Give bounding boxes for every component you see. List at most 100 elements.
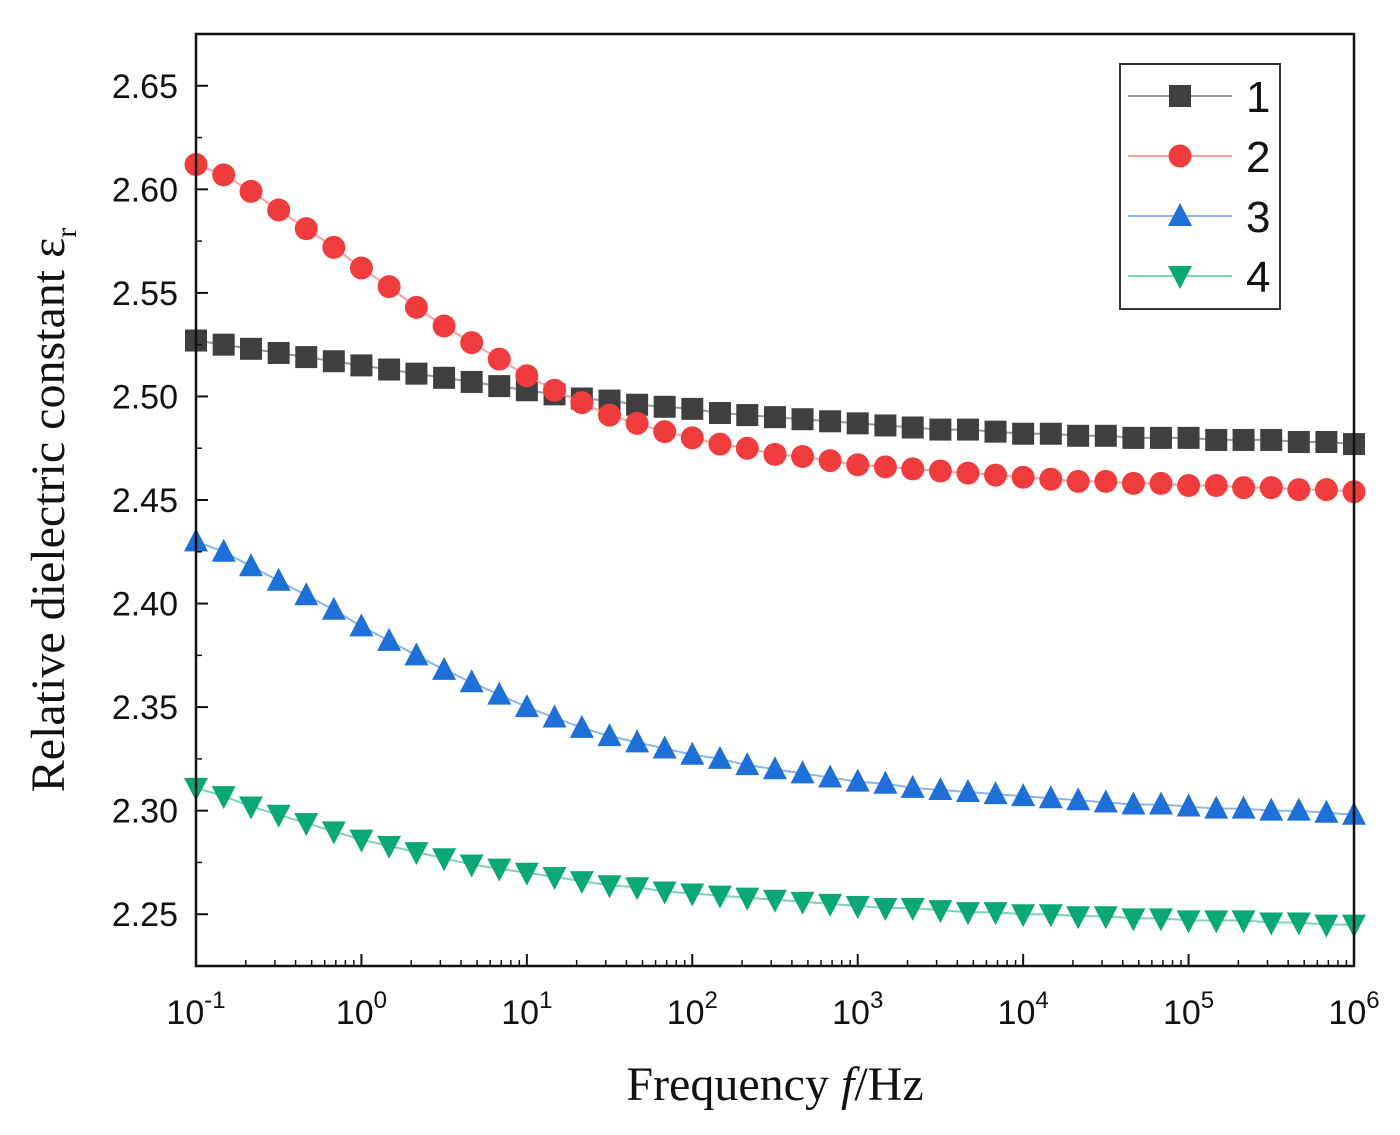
data-point-1 [1177,426,1200,449]
data-point-2 [1177,474,1201,498]
data-point-3 [266,567,291,591]
data-point-1 [1260,428,1283,451]
data-point-4 [1011,904,1036,928]
data-point-2 [1039,467,1063,491]
legend-label: 4 [1246,253,1270,302]
data-point-4 [955,902,980,926]
data-point-1 [460,370,483,393]
data-point-3 [432,656,457,680]
data-point-2 [460,331,484,355]
y-tick-label: 2.35 [112,689,178,727]
data-point-1 [708,402,731,425]
series-1 [185,329,1365,456]
data-point-1 [239,337,262,360]
data-point-2 [984,463,1008,487]
legend-entry-4: 4 [1128,253,1270,302]
data-point-1 [322,350,345,373]
data-point-3 [873,770,898,794]
data-point-3 [900,774,925,798]
y-tick-label: 2.45 [112,482,178,520]
series-4 [184,777,1366,938]
data-point-4 [1093,906,1118,930]
data-point-1 [1287,431,1310,454]
data-point-4 [873,898,898,922]
data-point-1 [488,375,511,398]
legend-label: 1 [1246,73,1270,122]
data-point-1 [1315,431,1338,454]
data-point-2 [487,347,511,371]
data-point-4 [1121,908,1146,932]
legend-marker [1168,203,1192,226]
data-point-4 [625,877,650,901]
data-point-2 [1011,465,1035,489]
data-point-4 [514,862,539,886]
y-tick-label: 2.50 [112,378,178,416]
data-point-2 [377,275,401,299]
data-point-3 [487,681,512,705]
y-tick-label: 2.60 [112,171,178,209]
data-point-4 [1204,910,1229,934]
data-point-4 [459,854,484,878]
data-point-4 [349,829,374,853]
data-point-1 [901,416,924,439]
data-point-4 [900,898,925,922]
data-point-3 [211,538,236,562]
data-point-1 [819,410,842,433]
data-point-2 [763,442,787,466]
data-point-2 [349,256,373,280]
data-point-4 [487,858,512,882]
data-point-2 [928,459,952,483]
data-point-2 [1066,469,1090,493]
data-point-3 [1259,797,1284,821]
data-point-4 [404,842,429,866]
x-tick-label: 10-1 [166,987,225,1032]
data-point-2 [735,436,759,460]
data-point-3 [514,694,539,718]
data-point-2 [625,411,649,435]
data-point-3 [597,723,622,747]
legend-label: 3 [1246,193,1270,242]
y-tick-label: 2.25 [112,896,178,934]
data-point-1 [626,393,649,416]
data-point-3 [652,735,677,759]
data-point-3 [707,745,732,769]
data-point-4 [1038,904,1063,928]
data-point-2 [1314,478,1338,502]
data-point-4 [238,796,263,820]
data-point-3 [1011,783,1036,807]
data-point-2 [239,179,263,203]
x-tick-label: 106 [1328,987,1379,1032]
data-point-3 [294,582,319,606]
data-point-3 [928,776,953,800]
data-point-2 [212,163,236,187]
data-point-2 [1149,471,1173,495]
data-point-4 [762,889,787,913]
data-point-4 [597,875,622,899]
data-point-1 [874,414,897,437]
data-point-4 [818,893,843,917]
data-point-3 [1204,795,1229,819]
data-point-4 [928,900,953,924]
data-point-4 [321,821,346,845]
data-point-2 [873,455,897,479]
data-point-2 [1232,476,1256,500]
data-point-2 [515,364,539,388]
data-point-1 [1232,428,1255,451]
data-point-1 [267,341,290,364]
data-point-4 [707,885,732,909]
data-point-3 [1038,785,1063,809]
data-point-4 [845,895,870,919]
data-point-4 [294,813,319,837]
data-point-4 [266,804,291,828]
data-point-3 [321,596,346,620]
data-point-1 [1039,422,1062,445]
data-point-1 [378,358,401,381]
data-point-1 [1094,424,1117,447]
data-point-3 [1066,787,1091,811]
series-3 [184,528,1366,825]
x-tick-label: 103 [832,987,883,1032]
data-point-1 [433,366,456,389]
data-point-2 [598,403,622,427]
data-point-3 [542,704,567,728]
data-point-2 [322,235,346,259]
